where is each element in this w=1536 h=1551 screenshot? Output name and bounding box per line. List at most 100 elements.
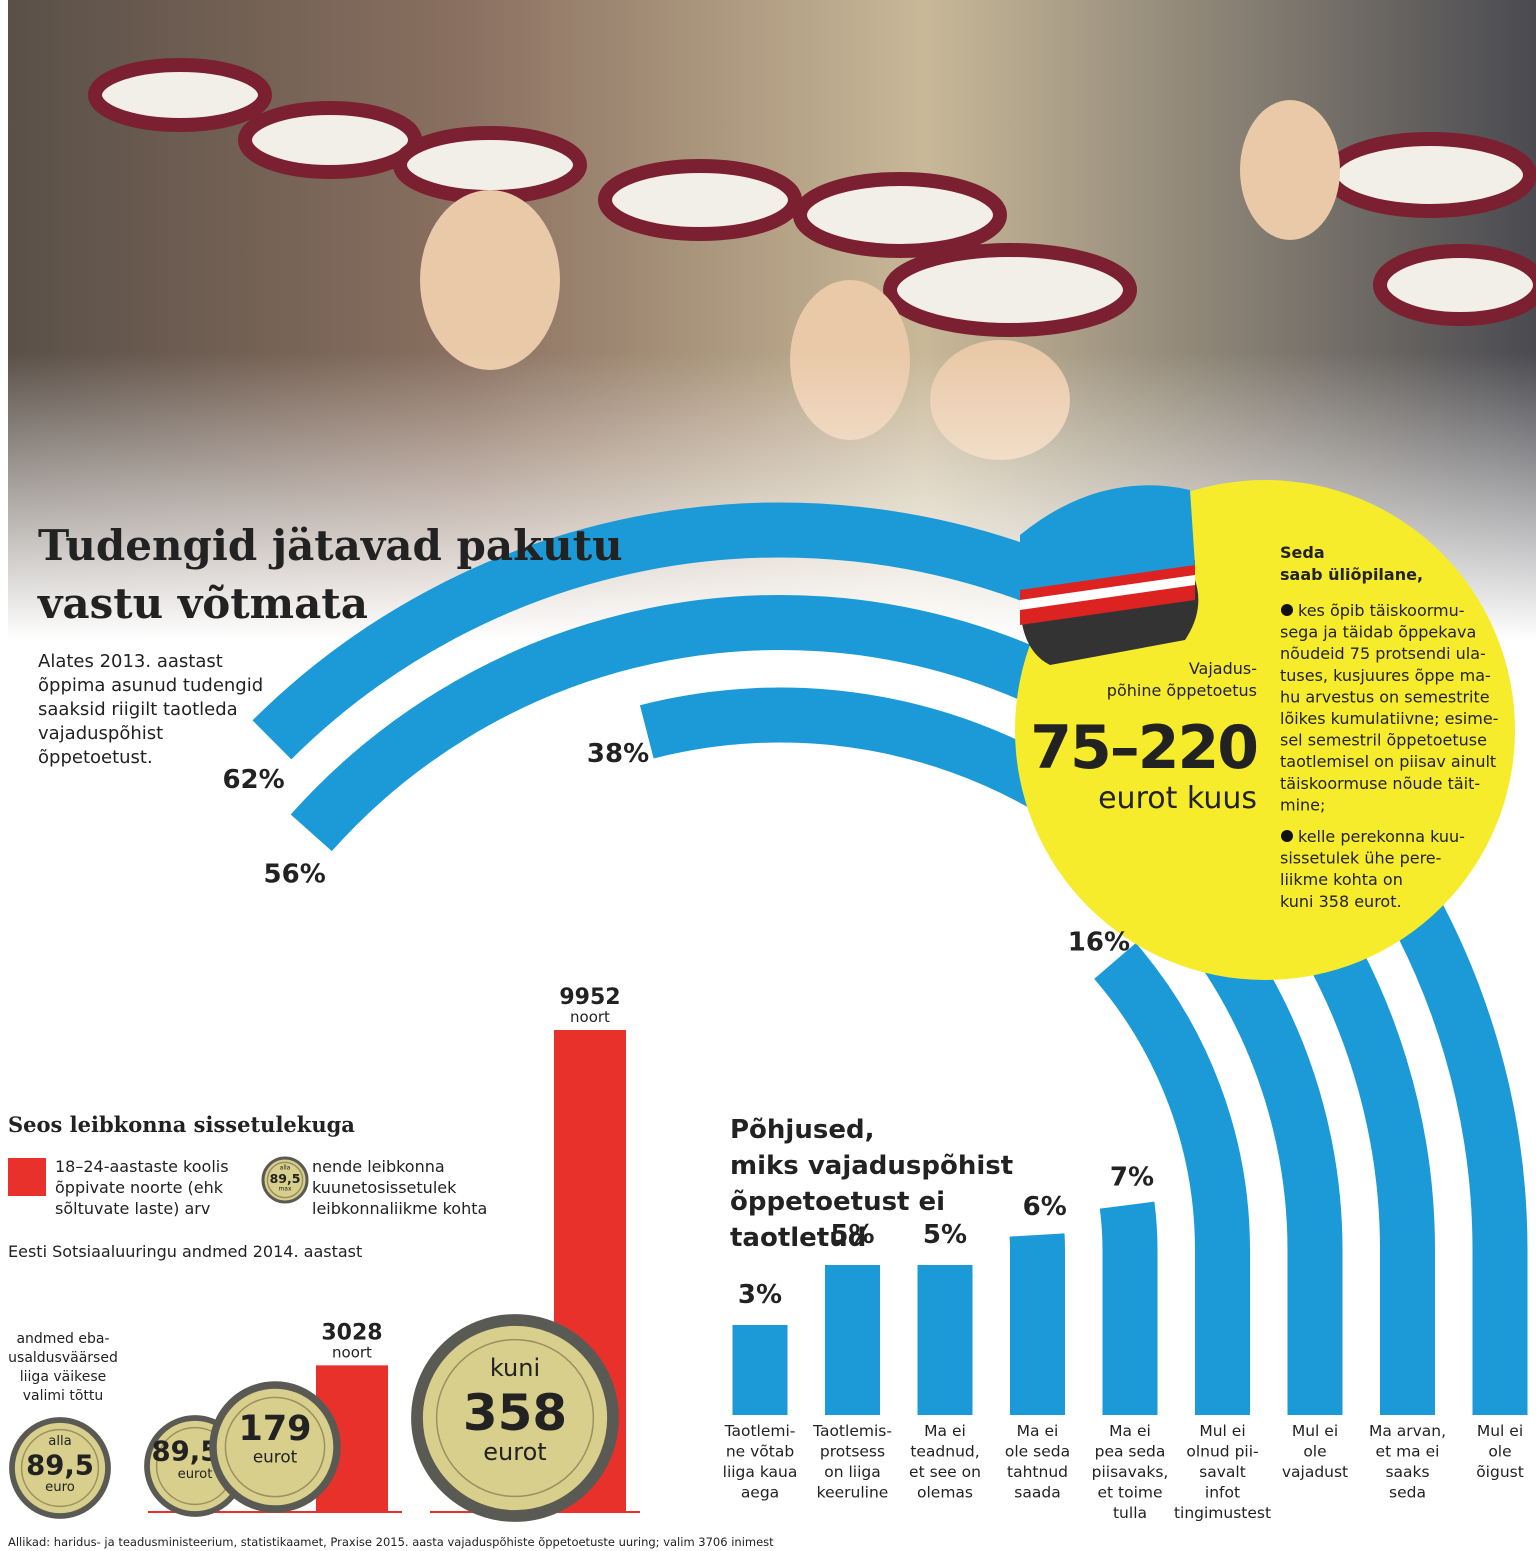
reason-bar xyxy=(1099,1201,1158,1415)
category-label: et ma ei xyxy=(1376,1443,1440,1461)
info-bullet: sel semestril õppetoetuse xyxy=(1280,731,1487,750)
category-label: saada xyxy=(1014,1484,1060,1502)
category-label: Mul ei xyxy=(1292,1422,1338,1440)
title: Tudengid jätavad pakutu xyxy=(38,521,623,570)
reasons-title: miks vajaduspõhist xyxy=(730,1151,1013,1181)
category-label: liiga kaua xyxy=(723,1463,798,1481)
category-label: tingimustest xyxy=(1174,1504,1271,1522)
coin-text: max xyxy=(278,1186,292,1193)
coin-legend-label: kuunetosissetulek xyxy=(312,1178,457,1197)
info-bullet: sega ja täidab õppekava xyxy=(1280,623,1476,642)
value-label: 16% xyxy=(1068,928,1130,958)
category-label: keeruline xyxy=(817,1484,889,1502)
legend-label: õppivate noorte (ehk xyxy=(55,1178,224,1197)
category-label: Ma ei xyxy=(1109,1422,1151,1440)
legend-swatch xyxy=(8,1158,46,1196)
coin-text: alla xyxy=(280,1165,291,1172)
category-label: infot xyxy=(1205,1484,1240,1502)
value-label: 3% xyxy=(738,1280,782,1310)
coin xyxy=(411,1314,619,1522)
category-label: Ma ei xyxy=(924,1422,966,1440)
category-label: Taotlemis- xyxy=(812,1422,892,1440)
category-label: vajadust xyxy=(1282,1463,1348,1481)
info-bullet: taotlemisel on piisav ainult xyxy=(1280,752,1496,771)
info-heading: Seda xyxy=(1280,543,1325,562)
coin-text: 358 xyxy=(463,1384,567,1442)
coin-text: alla xyxy=(48,1434,72,1449)
coin-text: eurot xyxy=(178,1467,213,1482)
coin xyxy=(261,1156,309,1204)
category-label: seda xyxy=(1389,1484,1426,1502)
note: usaldusväärsed xyxy=(8,1350,118,1366)
bar-value: 9952 xyxy=(559,985,620,1010)
legend-label: 18–24-aastaste koolis xyxy=(55,1157,229,1176)
category-label: ole xyxy=(1488,1443,1511,1461)
category-label: Ma ei xyxy=(1017,1422,1059,1440)
coin-inner xyxy=(20,1428,100,1508)
bar-unit: noort xyxy=(570,1008,610,1026)
info-bullet: kuni 358 eurot. xyxy=(1280,892,1402,911)
category-label: Taotlemi- xyxy=(724,1422,796,1440)
coin xyxy=(9,1417,111,1519)
info-circle xyxy=(1015,480,1515,980)
coin-text: 179 xyxy=(238,1409,311,1449)
bar-value: 3028 xyxy=(321,1320,382,1345)
category-label: savalt xyxy=(1199,1463,1246,1481)
category-label: et toime xyxy=(1097,1484,1162,1502)
note: liiga väikese xyxy=(20,1369,106,1385)
intro: saaksid riigilt taotleda xyxy=(38,699,238,720)
intro: vajaduspõhist xyxy=(38,723,163,744)
coin-inner xyxy=(435,1338,595,1498)
coin-text: 89,5 xyxy=(26,1450,94,1482)
category-label: aega xyxy=(741,1484,779,1502)
value-label: 38% xyxy=(587,739,649,769)
bar-unit: noort xyxy=(332,1343,372,1361)
info-bullet: liikme kohta on xyxy=(1280,870,1403,889)
category-label: ole xyxy=(1303,1443,1326,1461)
info-bullet: hu arvestus on semestrite xyxy=(1280,687,1490,706)
coin-inner xyxy=(266,1161,304,1199)
reasons-title: Põhjused, xyxy=(730,1115,874,1145)
info-heading: saab üliõpilane, xyxy=(1280,565,1423,584)
legend-label: sõltuvate laste) arv xyxy=(55,1199,210,1218)
amount: 75–220 xyxy=(1030,713,1257,783)
value-label: 62% xyxy=(222,765,284,795)
coin-text: euro xyxy=(45,1480,75,1495)
reason-bar xyxy=(290,595,1435,1415)
category-label: Mul ei xyxy=(1477,1422,1523,1440)
category-label: õigust xyxy=(1476,1463,1524,1481)
category-label: tahtnud xyxy=(1007,1463,1068,1481)
note: andmed eba- xyxy=(16,1331,109,1347)
category-label: ole seda xyxy=(1005,1443,1070,1461)
intro: õppima asunud tudengid xyxy=(38,675,263,696)
category-label: Mul ei xyxy=(1199,1422,1245,1440)
category-label: teadnud, xyxy=(910,1443,979,1461)
value-label: 7% xyxy=(1110,1162,1154,1192)
category-label: on liiga xyxy=(824,1463,881,1481)
category-label: protsess xyxy=(820,1443,885,1461)
info-label: Vajadus- xyxy=(1189,659,1257,678)
coin-legend-label: nende leibkonna xyxy=(312,1157,445,1176)
category-label: pea seda xyxy=(1095,1443,1166,1461)
category-label: olnud pii- xyxy=(1186,1443,1258,1461)
intro: Alates 2013. aastast xyxy=(38,651,223,672)
category-label: olemas xyxy=(917,1484,973,1502)
intro: õppetoetust. xyxy=(38,747,153,768)
coin-legend-label: leibkonnaliikme kohta xyxy=(312,1199,487,1218)
coin-text: eurot xyxy=(483,1438,546,1466)
info-bullet: tuses, kusjuures õppe ma- xyxy=(1280,666,1491,685)
info-bullet: sissetulek ühe pere- xyxy=(1280,849,1441,868)
info-bullet: mine; xyxy=(1280,795,1325,814)
info-bullet: nõudeid 75 protsendi ula- xyxy=(1280,644,1486,663)
reason-bar xyxy=(1094,942,1250,1415)
value-label: 5% xyxy=(830,1220,874,1250)
category-label: ne võtab xyxy=(726,1443,794,1461)
value-label: 6% xyxy=(1023,1192,1067,1222)
category-label: et see on xyxy=(909,1463,981,1481)
category-label: tulla xyxy=(1113,1504,1147,1522)
bullet-dot xyxy=(1281,830,1293,842)
coin-text: eurot xyxy=(253,1446,298,1466)
info-bullet: kelle perekonna kuu- xyxy=(1298,827,1465,846)
info-bullet: kes õpib täiskoormu- xyxy=(1298,601,1465,620)
